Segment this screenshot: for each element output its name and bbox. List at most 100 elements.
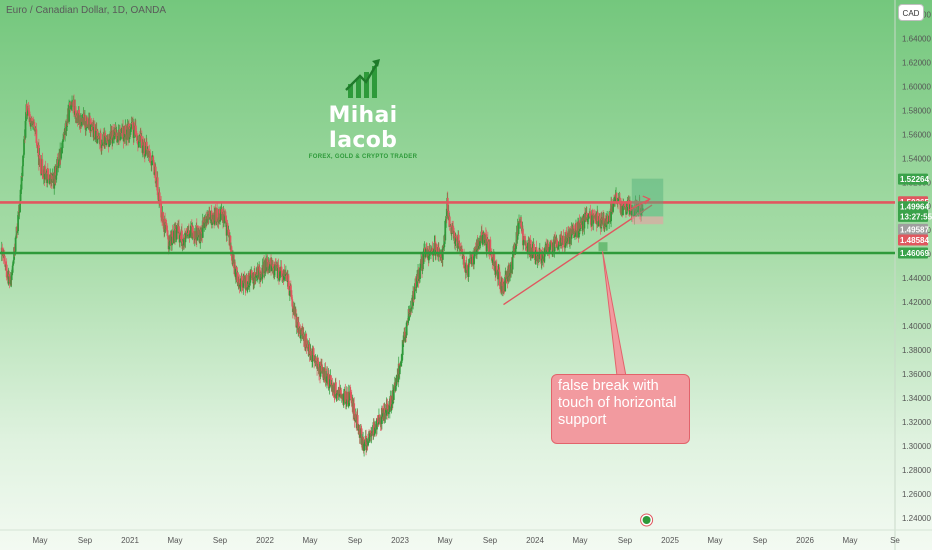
- svg-text:1.49964: 1.49964: [900, 203, 929, 212]
- candle: [55, 175, 58, 180]
- y-tick-label: 1.60000: [902, 82, 931, 91]
- candle: [495, 259, 498, 276]
- candle: [416, 270, 418, 287]
- currency-button[interactable]: CAD: [898, 4, 924, 21]
- candle: [277, 260, 279, 282]
- y-tick-label: 1.24000: [902, 514, 931, 523]
- x-tick-label: May: [842, 536, 857, 545]
- candle: [119, 128, 122, 141]
- candle: [560, 231, 562, 249]
- trendline[interactable]: [503, 204, 653, 306]
- candle: [221, 206, 224, 222]
- candle: [527, 239, 529, 259]
- x-tick-label: 2024: [526, 536, 544, 545]
- candle: [220, 205, 222, 220]
- candle: [99, 128, 102, 152]
- candle: [96, 128, 99, 140]
- candle: [186, 226, 189, 239]
- candle: [290, 284, 293, 300]
- candle: [524, 237, 527, 251]
- candle: [638, 196, 641, 220]
- candle: [328, 386, 331, 395]
- candle: [622, 205, 624, 216]
- candle: [18, 205, 20, 217]
- candle: [211, 213, 214, 223]
- candle: [165, 219, 168, 232]
- candle: [497, 263, 500, 286]
- candle: [309, 353, 312, 361]
- candle: [365, 437, 368, 453]
- candle: [409, 300, 412, 318]
- candle: [462, 253, 464, 265]
- candle: [370, 427, 373, 444]
- candle: [225, 211, 227, 220]
- candle: [89, 124, 92, 138]
- candle: [587, 213, 590, 220]
- candle: [447, 204, 450, 228]
- candle: [326, 366, 328, 389]
- svg-text:1.52264: 1.52264: [900, 175, 929, 184]
- x-tick-label: May: [32, 536, 47, 545]
- candle: [308, 338, 311, 362]
- candle: [320, 358, 322, 373]
- candle: [219, 206, 222, 222]
- price-tag: 1.52264: [898, 173, 929, 185]
- candle: [192, 231, 195, 245]
- candle: [135, 131, 138, 144]
- candle: [27, 105, 29, 116]
- y-tick-label: 1.54000: [902, 154, 931, 163]
- x-tick-label: Sep: [483, 536, 498, 545]
- x-tick-label: 2023: [391, 536, 409, 545]
- y-tick-label: 1.32000: [902, 418, 931, 427]
- candle: [176, 226, 178, 234]
- candle: [603, 212, 606, 232]
- candle: [291, 294, 294, 308]
- candle: [439, 253, 442, 261]
- candle: [269, 264, 271, 273]
- candle: [85, 127, 87, 136]
- candle: [241, 279, 244, 292]
- y-tick-label: 1.44000: [902, 274, 931, 283]
- candle: [573, 224, 576, 238]
- candle: [44, 160, 47, 176]
- x-tick-label: 2026: [796, 536, 814, 545]
- x-tick-label: Sep: [348, 536, 363, 545]
- candle: [292, 308, 295, 316]
- candle: [376, 418, 378, 435]
- candle: [226, 222, 228, 241]
- candle: [149, 149, 152, 164]
- candle: [39, 160, 42, 177]
- candle: [103, 127, 106, 149]
- candle: [185, 227, 188, 235]
- candle: [53, 166, 56, 195]
- candle: [334, 377, 337, 399]
- candle: [57, 159, 60, 173]
- logo-tagline: FOREX, GOLD & CRYPTO TRADER: [308, 154, 418, 160]
- candle: [231, 248, 233, 263]
- candle: [574, 230, 576, 240]
- candle: [482, 230, 485, 238]
- annotation-callout: false break with touch of horizontal sup…: [551, 374, 690, 444]
- candle: [612, 205, 614, 214]
- candle: [412, 285, 414, 310]
- candle: [194, 231, 197, 244]
- candle: [100, 139, 103, 155]
- position-stop-zone[interactable]: [631, 216, 664, 225]
- candle: [280, 260, 283, 273]
- candle: [619, 202, 622, 214]
- candle: [358, 424, 361, 444]
- candle: [268, 259, 270, 273]
- candle: [594, 210, 597, 224]
- candle: [255, 268, 258, 276]
- candle: [285, 271, 288, 282]
- candle: [78, 106, 81, 130]
- candle: [444, 219, 447, 244]
- candle: [288, 289, 291, 302]
- x-tick-label: 2025: [661, 536, 679, 545]
- candle: [47, 168, 50, 182]
- svg-text:1.46069: 1.46069: [900, 249, 929, 258]
- candle: [258, 261, 261, 284]
- candle: [599, 213, 602, 229]
- logo-name: Mihai Iacob: [328, 103, 398, 153]
